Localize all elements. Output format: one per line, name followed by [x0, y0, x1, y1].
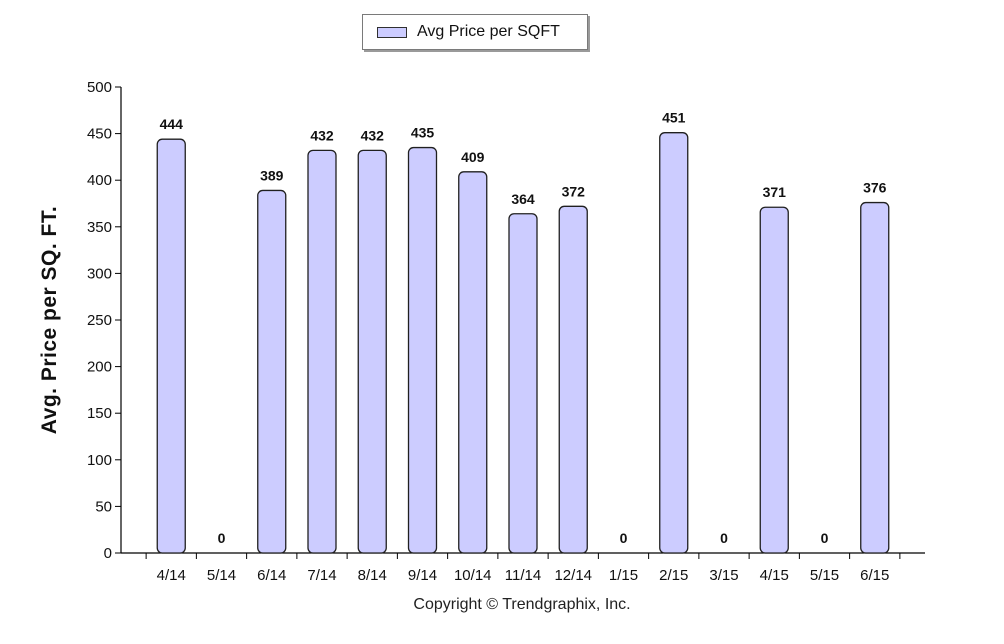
- data-label: 432: [310, 127, 334, 143]
- bar: [558, 205, 588, 554]
- bar: [257, 189, 287, 554]
- data-label: 389: [260, 167, 284, 183]
- y-tick-label: 250: [87, 312, 112, 329]
- data-label: 0: [720, 530, 728, 546]
- x-tick-label: 5/15: [810, 567, 839, 584]
- copyright-text: Copyright © Trendgraphix, Inc.: [413, 596, 631, 613]
- bar: [860, 201, 890, 554]
- data-label: 0: [620, 530, 628, 546]
- bar: [307, 149, 337, 554]
- y-tick-label: 100: [87, 452, 112, 469]
- x-tick-label: 4/14: [157, 567, 186, 584]
- data-label: 451: [662, 110, 686, 126]
- y-tick-label: 300: [87, 265, 112, 282]
- x-tick-label: 3/15: [709, 567, 738, 584]
- x-tick-label: 8/14: [358, 567, 387, 584]
- data-label: 432: [361, 127, 385, 143]
- y-tick-label: 350: [87, 219, 112, 236]
- x-tick-label: 6/15: [860, 567, 889, 584]
- legend-swatch: [377, 27, 407, 38]
- x-tick-label: 6/14: [257, 567, 286, 584]
- data-label: 364: [511, 191, 535, 207]
- x-tick-label: 5/14: [207, 567, 236, 584]
- bar: [659, 132, 689, 554]
- data-label: 0: [218, 530, 226, 546]
- x-tick-label: 11/14: [505, 567, 541, 584]
- data-label: 0: [821, 530, 829, 546]
- x-tick-label: 9/14: [408, 567, 437, 584]
- bar: [508, 213, 538, 554]
- x-tick-label: 2/15: [659, 567, 688, 584]
- x-tick-label: 10/14: [454, 567, 492, 584]
- data-label: 435: [411, 125, 435, 141]
- bar: [458, 171, 488, 554]
- y-tick-label: 0: [104, 545, 112, 562]
- bar: [759, 206, 789, 554]
- legend: Avg Price per SQFT: [362, 14, 588, 50]
- y-tick-label: 200: [87, 359, 112, 376]
- x-tick-label: 12/14: [554, 567, 592, 584]
- data-label: 371: [763, 184, 787, 200]
- y-tick-label: 400: [87, 172, 112, 189]
- data-label: 376: [863, 180, 887, 196]
- y-tick-label: 500: [87, 79, 112, 96]
- y-tick-label: 150: [87, 405, 112, 422]
- data-label: 372: [562, 183, 586, 199]
- data-label: 444: [160, 116, 184, 132]
- bar: [156, 138, 186, 554]
- data-label: 409: [461, 149, 485, 165]
- legend-label: Avg Price per SQFT: [417, 23, 560, 40]
- y-tick-label: 450: [87, 126, 112, 143]
- bar: [407, 146, 438, 554]
- bar: [357, 149, 387, 554]
- x-tick-label: 1/15: [609, 567, 638, 584]
- y-tick-label: 50: [95, 498, 112, 515]
- x-tick-label: 7/14: [307, 567, 336, 584]
- x-tick-label: 4/15: [760, 567, 789, 584]
